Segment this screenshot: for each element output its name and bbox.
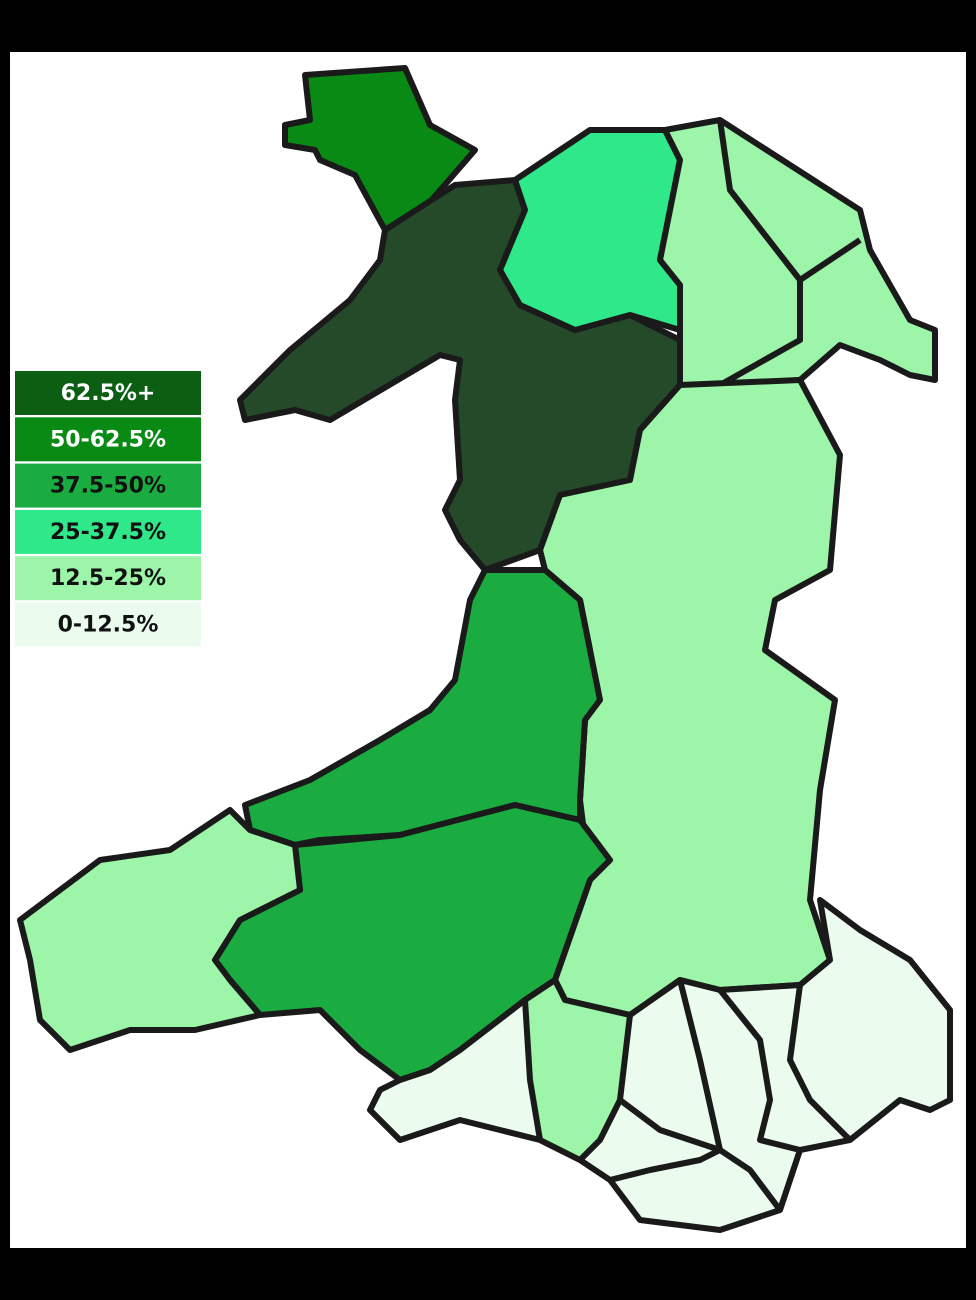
legend-swatch — [15, 509, 201, 554]
boundary — [787, 984, 853, 1143]
legend-label: 50-62.5% — [50, 427, 166, 452]
legend-swatch — [15, 556, 201, 601]
legend: 62.5%+ 50-62.5% 37.5-50% 25-37.5% 12.5-25% 0-… — [15, 371, 201, 647]
region — [17, 807, 303, 1053]
legend-swatch — [15, 602, 201, 647]
region — [522, 977, 633, 1163]
boundary — [609, 1147, 722, 1183]
legend-label: 25-37.5% — [50, 520, 166, 545]
legend-swatch — [15, 371, 201, 415]
legend-swatch — [15, 463, 201, 508]
legend-label: 62.5%+ — [61, 381, 156, 406]
boundary — [717, 988, 801, 1153]
boundary — [618, 1097, 721, 1153]
regions — [17, 65, 953, 1233]
boundary — [798, 237, 862, 283]
region — [282, 65, 478, 233]
legend-label: 12.5-25% — [50, 566, 166, 591]
legend-label: 0-12.5% — [58, 613, 159, 638]
legend-label: 37.5-50% — [50, 474, 166, 499]
legend-swatch — [15, 417, 201, 462]
region — [367, 897, 953, 1233]
